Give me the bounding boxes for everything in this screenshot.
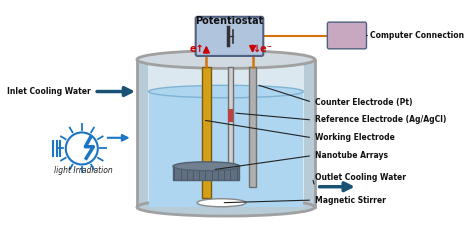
- Text: Potentiostat: Potentiostat: [195, 16, 264, 26]
- Text: Working Electrode: Working Electrode: [315, 133, 395, 142]
- Text: ↓e⁻: ↓e⁻: [253, 44, 273, 54]
- FancyBboxPatch shape: [137, 60, 147, 207]
- Text: Counter Electrode (Pt): Counter Electrode (Pt): [315, 98, 412, 107]
- FancyBboxPatch shape: [228, 109, 233, 122]
- FancyBboxPatch shape: [137, 60, 315, 207]
- Text: e↑: e↑: [190, 44, 205, 54]
- FancyBboxPatch shape: [249, 67, 256, 187]
- Text: Inlet Cooling Water: Inlet Cooling Water: [7, 87, 91, 96]
- Ellipse shape: [137, 51, 315, 68]
- Ellipse shape: [137, 198, 315, 216]
- FancyBboxPatch shape: [196, 17, 263, 56]
- Text: Reference Electrode (Ag/AgCl): Reference Electrode (Ag/AgCl): [315, 115, 446, 125]
- Ellipse shape: [173, 162, 240, 171]
- Text: Outlet Cooling Water: Outlet Cooling Water: [315, 173, 406, 182]
- FancyBboxPatch shape: [328, 22, 366, 49]
- FancyBboxPatch shape: [202, 67, 211, 198]
- FancyBboxPatch shape: [304, 60, 315, 207]
- FancyBboxPatch shape: [173, 166, 239, 180]
- Text: Computer Connection: Computer Connection: [370, 31, 464, 40]
- Circle shape: [66, 132, 98, 164]
- Text: light Irradiation: light Irradiation: [54, 166, 113, 175]
- Ellipse shape: [148, 85, 303, 98]
- Text: Magnetic Stirrer: Magnetic Stirrer: [315, 196, 386, 204]
- FancyBboxPatch shape: [228, 67, 233, 178]
- Ellipse shape: [197, 199, 246, 207]
- FancyBboxPatch shape: [148, 91, 303, 207]
- Text: Nanotube Arrays: Nanotube Arrays: [315, 151, 388, 160]
